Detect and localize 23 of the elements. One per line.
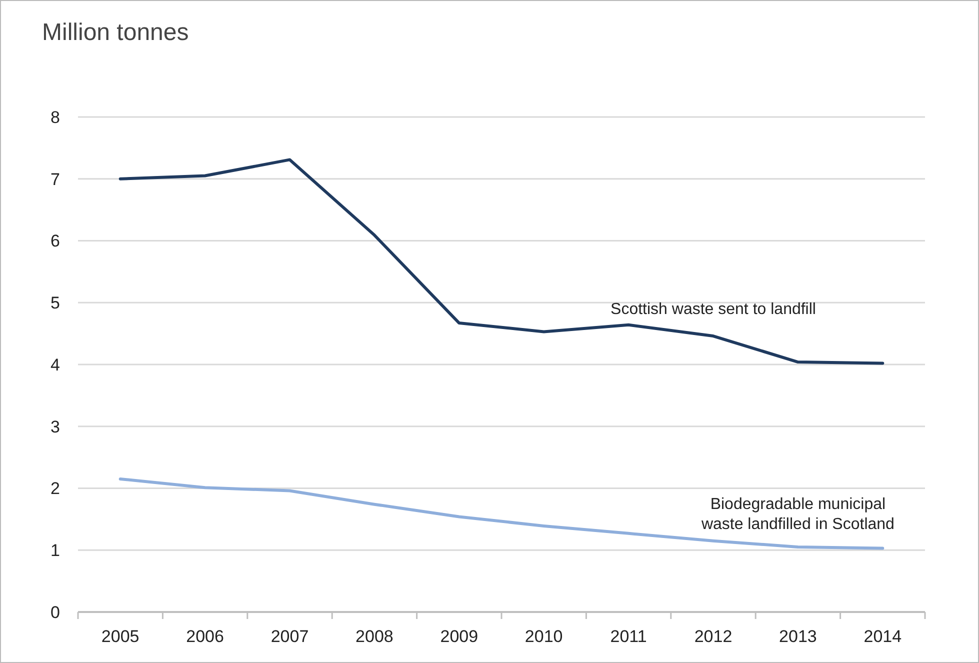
line-series [118,158,884,365]
x-tick-label: 2010 [524,627,563,646]
series-label: Biodegradable municipal waste landfilled in Scotland [700,496,894,534]
x-tick-label: 2005 [101,627,140,646]
chart-title: Million tonnes [42,19,189,46]
x-tick-label: 2009 [440,627,478,646]
x-tick-label: 2006 [186,627,224,646]
y-tick-label: 4 [50,355,60,374]
x-tick-label: 2008 [356,627,394,646]
y-tick-label: 6 [50,232,60,251]
x-tick-label: 2007 [270,627,309,646]
y-tick-label: 1 [50,541,60,560]
y-tick-label: 7 [50,170,60,189]
y-tick-label: 2 [50,479,60,498]
x-tick-label: 2012 [694,627,732,646]
x-tick-label: 2011 [610,627,647,646]
y-tick-label: 8 [50,108,60,127]
series-label: Scottish waste sent to landfill [610,301,816,318]
x-tick-label: 2014 [864,627,902,646]
x-tick-label: 2013 [779,627,817,646]
y-tick-label: 3 [50,417,60,436]
y-tick-label: 5 [50,294,60,313]
y-tick-label: 0 [50,602,60,622]
